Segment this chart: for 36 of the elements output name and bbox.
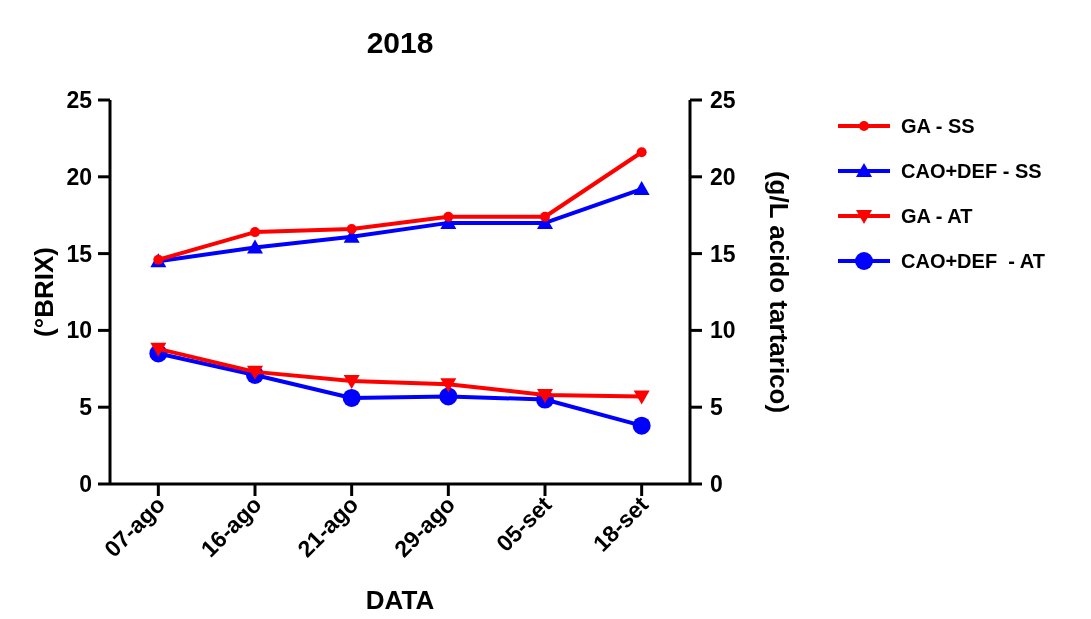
point — [250, 227, 260, 238]
point — [247, 365, 263, 380]
y-tick-label: 25 — [66, 87, 93, 113]
point — [440, 378, 457, 393]
point — [346, 224, 357, 235]
legend-label: CAO+DEF - SS — [901, 160, 1042, 182]
y2-tick-label: 10 — [710, 317, 736, 344]
y2-tick-label: 25 — [710, 87, 736, 113]
y-tick-label: 0 — [79, 471, 92, 497]
legend-label: CAO+DEF - AT — [901, 250, 1045, 272]
y-axis-title: (°BRIX) — [29, 247, 59, 337]
point — [247, 239, 263, 254]
y2-tick-label: 15 — [710, 240, 736, 267]
point — [443, 211, 454, 222]
x-axis-title: DATA — [365, 585, 435, 615]
point — [343, 375, 360, 390]
chart-title: 2018 — [366, 26, 434, 59]
point — [636, 147, 647, 158]
y-tick-label: 10 — [66, 317, 92, 344]
y-tick-label: 15 — [66, 240, 93, 267]
y2-tick-label: 20 — [710, 163, 736, 190]
point — [150, 342, 167, 357]
y-tick-label: 5 — [79, 394, 93, 421]
point — [633, 390, 650, 405]
y-tick-label: 20 — [66, 163, 92, 190]
point — [342, 388, 361, 407]
point — [632, 416, 651, 435]
legend-label: GA - AT — [901, 205, 973, 227]
point — [439, 387, 458, 406]
point — [540, 211, 550, 222]
y2-tick-label: 0 — [710, 471, 723, 497]
point — [537, 388, 553, 403]
y2-tick-label: 5 — [710, 394, 723, 421]
point — [633, 181, 650, 196]
y2-axis-title: (g/L acido tartarico) — [764, 170, 794, 414]
legend-label: GA - SS — [901, 115, 975, 137]
